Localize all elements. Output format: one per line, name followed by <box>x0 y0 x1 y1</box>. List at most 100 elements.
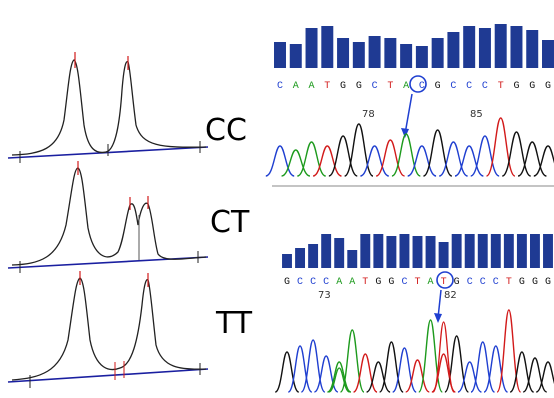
quality-bar <box>360 234 371 268</box>
snp-circle-top <box>409 75 427 93</box>
base-call: G <box>545 277 551 288</box>
quality-bar <box>412 236 423 268</box>
base-call: T <box>498 81 504 92</box>
trace-peak <box>391 133 421 177</box>
trace-peak <box>501 131 532 177</box>
baseline-tt <box>7 368 209 383</box>
quality-bar <box>415 46 428 68</box>
base-call: G <box>435 81 441 92</box>
quality-bar <box>490 234 501 268</box>
trace-peak <box>483 345 509 393</box>
base-call: G <box>388 277 394 288</box>
base-call: C <box>480 277 486 288</box>
quality-bar <box>295 248 306 268</box>
quality-bar <box>451 234 462 268</box>
quality-bar <box>308 244 319 268</box>
quality-bar <box>542 40 554 68</box>
base-call: C <box>450 81 456 92</box>
base-call: G <box>375 277 381 288</box>
quality-bar <box>494 24 507 68</box>
peak-curve-tt <box>7 271 209 388</box>
trace-bottom <box>274 309 554 393</box>
genotype-label-ct: CT <box>210 205 250 240</box>
trace-peak <box>328 367 350 393</box>
trace-peak <box>353 353 378 393</box>
quality-bar <box>282 254 292 268</box>
base-call: T <box>441 277 447 288</box>
base-call: C <box>419 81 425 92</box>
peak-curve-ct <box>7 161 209 273</box>
quality-bar <box>384 38 397 68</box>
quality-bar <box>305 28 318 68</box>
genotype-label-tt: TT <box>215 306 253 341</box>
base-call: C <box>467 277 473 288</box>
peak-curves-panel <box>7 52 209 388</box>
quality-bar <box>431 38 444 68</box>
curve-line-ct <box>11 167 207 266</box>
snp-arrow-top <box>404 93 413 135</box>
trace-peak <box>328 135 358 177</box>
base-call: G <box>513 81 519 92</box>
trace-peak <box>533 145 554 177</box>
trace-peak <box>432 321 455 393</box>
quality-bar <box>478 28 491 68</box>
position-label-73: 73 <box>318 290 331 301</box>
base-call: T <box>506 277 512 288</box>
snp-circle-bottom <box>436 271 454 289</box>
quality-bar <box>321 26 334 68</box>
base-call: C <box>466 81 472 92</box>
base-call: G <box>284 277 290 288</box>
genotype-label-cc: CC <box>205 113 247 148</box>
trace-peak <box>297 141 327 177</box>
trace-peak <box>392 347 417 393</box>
base-call: C <box>297 277 303 288</box>
trace-peak <box>407 145 437 177</box>
trace-peak <box>522 357 548 393</box>
trace-peak <box>274 351 300 393</box>
position-label-78: 78 <box>362 109 375 120</box>
position-label-85: 85 <box>470 109 483 120</box>
quality-bar <box>463 26 476 68</box>
quality-bar <box>368 36 381 68</box>
base-call: C <box>493 277 499 288</box>
peak-curve-cc <box>7 52 209 163</box>
quality-bar <box>526 30 539 68</box>
base-call: A <box>349 277 355 288</box>
quality-bar <box>503 234 514 268</box>
trace-peak <box>496 309 522 393</box>
trace-peak <box>378 341 404 393</box>
base-call: C <box>401 277 407 288</box>
quality-bar <box>464 234 475 268</box>
quality-bar <box>510 26 523 68</box>
base-call: A <box>336 277 342 288</box>
curve-line-cc <box>11 59 207 156</box>
quality-bar <box>337 38 350 68</box>
snp-arrow-head-top <box>401 128 409 138</box>
base-call: C <box>372 81 378 92</box>
trace-peak <box>457 361 482 393</box>
snp-arrow-head-bottom <box>434 313 442 323</box>
trace-peak <box>265 145 295 177</box>
base-call: C <box>323 277 329 288</box>
curve-line-tt <box>11 277 207 381</box>
trace-peak <box>281 149 311 177</box>
base-call: T <box>324 81 330 92</box>
base-call: C <box>310 277 316 288</box>
quality-bar <box>289 44 302 68</box>
quality-bars-top <box>274 24 554 68</box>
quality-bar <box>516 234 527 268</box>
trace-peak <box>454 145 484 177</box>
trace-peak <box>509 351 535 393</box>
quality-bars-bottom <box>282 234 553 268</box>
base-call: G <box>532 277 538 288</box>
base-call: G <box>545 81 551 92</box>
quality-bar <box>321 234 332 268</box>
trace-peak <box>535 361 554 393</box>
trace-top <box>265 117 554 177</box>
base-call: G <box>519 277 525 288</box>
trace-peak <box>360 145 390 177</box>
